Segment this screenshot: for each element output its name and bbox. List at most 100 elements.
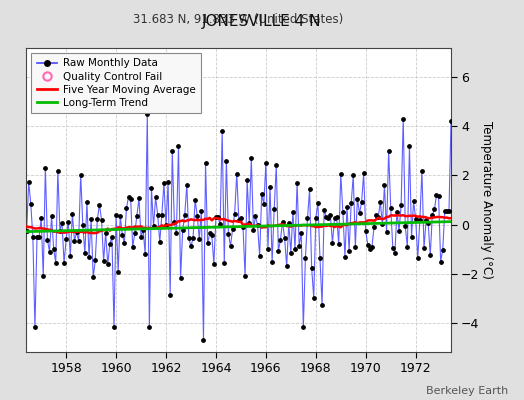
Point <box>268 259 276 266</box>
Point <box>79 222 87 228</box>
Point <box>399 116 407 122</box>
Point <box>312 214 320 221</box>
Point <box>110 324 118 331</box>
Point <box>418 167 426 174</box>
Point <box>68 211 77 218</box>
Point <box>239 223 247 230</box>
Point <box>12 208 20 214</box>
Point <box>385 148 393 154</box>
Point <box>387 204 395 211</box>
Point <box>60 260 68 266</box>
Point <box>316 255 324 261</box>
Point <box>397 202 405 208</box>
Point <box>145 324 154 331</box>
Text: JONESVILLE 4 N: JONESVILLE 4 N <box>202 14 322 29</box>
Point <box>143 111 151 117</box>
Point <box>64 218 72 225</box>
Point <box>41 165 50 171</box>
Point <box>212 213 220 220</box>
Point <box>220 260 228 266</box>
Point <box>23 228 31 234</box>
Point <box>33 234 41 240</box>
Point <box>434 193 443 199</box>
Point <box>308 265 316 271</box>
Point <box>255 253 264 259</box>
Point <box>199 336 208 343</box>
Point <box>353 195 362 202</box>
Point <box>409 198 418 205</box>
Point <box>376 199 385 206</box>
Point <box>314 200 322 207</box>
Point <box>35 234 43 240</box>
Point <box>141 251 149 258</box>
Text: Berkeley Earth: Berkeley Earth <box>426 386 508 396</box>
Point <box>51 260 60 266</box>
Point <box>401 223 409 230</box>
Point <box>436 258 445 265</box>
Point <box>29 234 37 240</box>
Point <box>274 248 282 254</box>
Point <box>370 223 378 230</box>
Point <box>187 243 195 250</box>
Point <box>174 143 183 149</box>
Point <box>320 207 329 214</box>
Point <box>235 217 243 223</box>
Point <box>95 202 104 208</box>
Point <box>257 190 266 197</box>
Point <box>85 254 93 261</box>
Point <box>247 155 256 161</box>
Point <box>301 254 310 261</box>
Point <box>66 252 74 259</box>
Point <box>318 302 326 309</box>
Point <box>422 217 430 224</box>
Point <box>133 212 141 219</box>
Point <box>368 243 376 250</box>
Point <box>58 220 66 226</box>
Point <box>130 230 139 236</box>
Point <box>104 261 112 268</box>
Point <box>326 212 334 218</box>
Point <box>183 182 191 188</box>
Point <box>428 212 436 218</box>
Point <box>345 248 353 254</box>
Point <box>303 215 312 222</box>
Point <box>53 167 62 174</box>
Point <box>430 206 439 212</box>
Point <box>197 208 205 214</box>
Point <box>280 235 289 241</box>
Point <box>245 220 254 226</box>
Point <box>208 232 216 238</box>
Point <box>341 254 349 260</box>
Point <box>420 245 428 252</box>
Point <box>339 208 347 215</box>
Point <box>349 172 357 179</box>
Point <box>37 215 46 221</box>
Point <box>89 274 97 280</box>
Point <box>266 184 274 190</box>
Point <box>299 324 308 331</box>
Point <box>305 186 314 192</box>
Point <box>270 206 278 212</box>
Point <box>124 194 133 200</box>
Point <box>254 222 262 229</box>
Point <box>72 229 81 236</box>
Point <box>122 205 130 211</box>
Point <box>403 244 411 250</box>
Point <box>25 179 33 185</box>
Point <box>289 208 297 215</box>
Point <box>91 257 100 264</box>
Point <box>184 235 193 242</box>
Point <box>226 243 235 249</box>
Point <box>191 197 199 203</box>
Point <box>168 148 177 154</box>
Point <box>332 214 341 220</box>
Point <box>116 212 124 219</box>
Point <box>118 232 126 238</box>
Point <box>231 210 239 217</box>
Point <box>56 228 64 234</box>
Point <box>272 162 280 169</box>
Point <box>216 221 224 228</box>
Point <box>264 246 272 252</box>
Point <box>137 234 145 241</box>
Point <box>364 242 372 248</box>
